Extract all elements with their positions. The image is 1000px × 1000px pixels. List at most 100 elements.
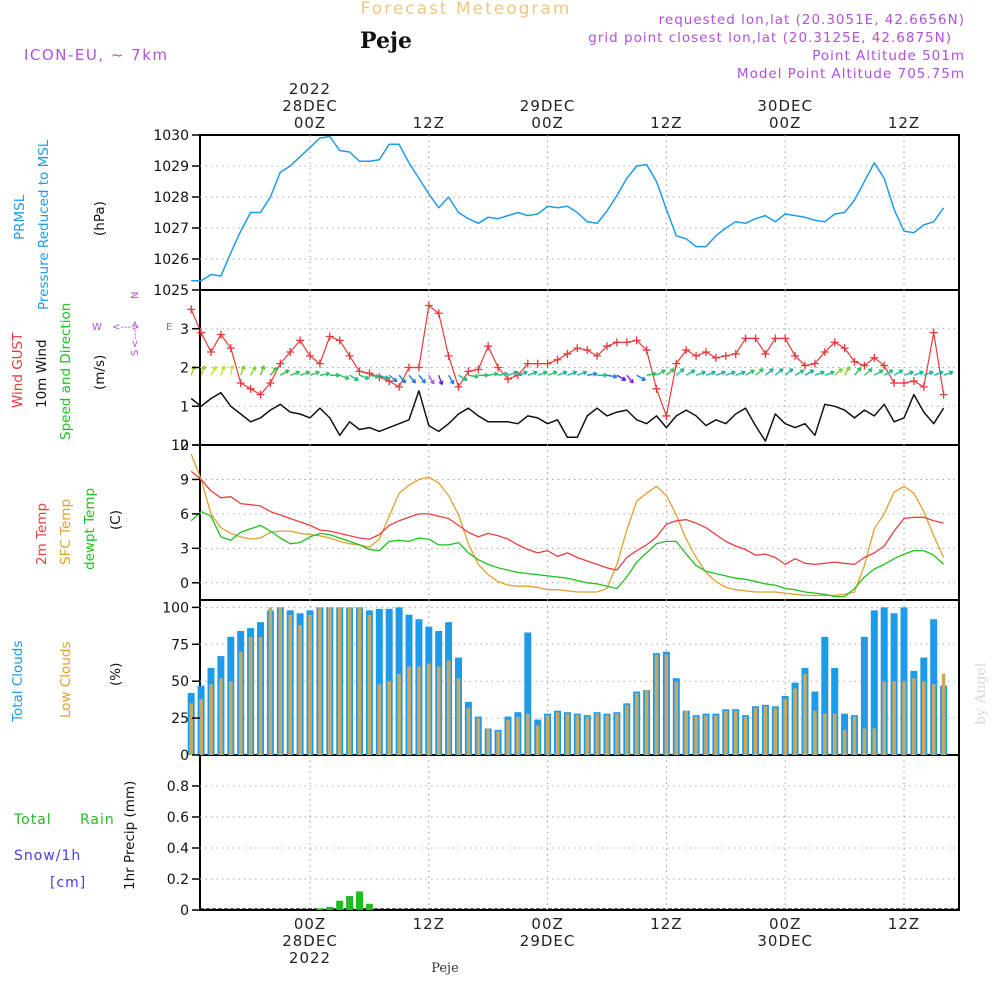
low-cloud-bar xyxy=(803,673,807,755)
gust-marker xyxy=(494,363,503,372)
wind-direction-arrow xyxy=(834,368,844,376)
gust-marker xyxy=(266,379,275,387)
wind-direction-arrow xyxy=(447,374,455,385)
low-cloud-bar xyxy=(387,681,391,755)
gust-marker xyxy=(612,338,621,347)
temperature-panel xyxy=(199,444,960,601)
low-cloud-bar xyxy=(664,654,669,755)
total-clouds-label: Total Clouds xyxy=(10,641,26,723)
gust-marker xyxy=(939,390,948,399)
ytick-label-clouds: 50 xyxy=(171,674,189,690)
wind-direction-arrow xyxy=(784,368,794,376)
low-cloud-bar xyxy=(506,719,510,755)
low-cloud-bar xyxy=(793,688,797,755)
low-cloud-bar xyxy=(684,710,688,755)
rain-bar xyxy=(316,908,324,910)
wind-direction-arrow xyxy=(913,370,924,376)
wind-direction-arrow xyxy=(200,365,206,376)
wind-direction-arrow xyxy=(626,374,634,384)
bottom-tick-label: 2022 xyxy=(289,949,331,967)
dewpt-label: dewpt Temp xyxy=(82,488,98,570)
gust-marker xyxy=(226,344,235,353)
low-cloud-bar xyxy=(823,713,827,755)
wind-direction-arrow xyxy=(814,370,825,376)
low-cloud-bar xyxy=(565,713,570,755)
wind-direction-arrow xyxy=(794,369,805,376)
total-cloud-bar xyxy=(375,608,383,755)
wind-direction-arrow xyxy=(873,369,884,376)
wind-direction-arrow xyxy=(408,374,417,384)
gust-marker xyxy=(345,351,354,360)
wind-direction-arrow xyxy=(398,374,407,384)
total-cloud-bar xyxy=(821,636,829,755)
low-cloud-bar xyxy=(674,681,679,755)
bottom-tick-label: 00Z xyxy=(769,915,801,933)
total-cloud-bar xyxy=(524,632,532,755)
wind-direction-arrow xyxy=(725,370,736,376)
low-cloud-bar xyxy=(743,716,748,755)
low-cloud-bar xyxy=(436,666,441,755)
model-altitude: Model Point Altitude 705.75m xyxy=(737,66,965,82)
wind-direction-arrow xyxy=(359,374,370,380)
wind-direction-arrow xyxy=(715,370,726,376)
ytick-label-clouds: 75 xyxy=(171,637,189,653)
low-cloud-bar xyxy=(763,706,768,755)
low-cloud-bar xyxy=(615,713,619,755)
gust-marker xyxy=(622,338,631,347)
low-cloud-bar xyxy=(397,673,401,755)
low-cloud-bar xyxy=(842,729,847,755)
gust-marker xyxy=(880,361,889,370)
top-tick-label: 00Z xyxy=(531,114,563,132)
sfc-temp-line xyxy=(190,453,945,597)
prmsl-label: PRMSL xyxy=(12,194,28,240)
gust-marker xyxy=(919,382,928,391)
model-label: ICON-EU, ~ 7km xyxy=(24,46,169,64)
wind-direction-arrow xyxy=(567,370,578,376)
gust-marker xyxy=(731,349,740,358)
low-cloud-bar xyxy=(931,684,936,755)
wind-speed-line xyxy=(190,390,945,442)
wind-direction-arrow xyxy=(240,365,246,376)
wind-direction-arrow xyxy=(349,374,359,381)
gust-marker xyxy=(682,346,691,355)
gust-marker xyxy=(830,338,839,347)
low-cloud-bar xyxy=(912,678,916,755)
wind-direction-arrow xyxy=(210,365,217,376)
gust-marker xyxy=(791,351,800,360)
low-cloud-bar xyxy=(248,636,253,755)
ytick-label-clouds: 100 xyxy=(162,600,189,616)
low-cloud-bar xyxy=(268,607,273,755)
bottom-tick-label: 12Z xyxy=(650,915,682,933)
precip-unit-label: 1hr Precip (mm) xyxy=(122,781,138,890)
ytick-label-temperature: 3 xyxy=(180,541,189,557)
wind-direction-arrow xyxy=(299,370,311,376)
ytick-label-pressure: 1028 xyxy=(153,190,189,206)
gust-marker xyxy=(315,359,324,368)
low-cloud-bar xyxy=(654,654,659,755)
top-tick-label: 12Z xyxy=(650,114,682,132)
low-cloud-bar xyxy=(298,625,302,755)
bottom-tick-label: 00Z xyxy=(294,915,326,933)
gust-marker xyxy=(296,336,305,345)
requested-coords: requested lon,lat (20.3051E, 42.6656N) xyxy=(659,12,965,28)
rain-bar xyxy=(326,906,334,910)
wind-direction-arrow xyxy=(705,370,716,376)
precip-rain-label: Rain xyxy=(80,812,115,828)
low-cloud-bar xyxy=(258,636,263,755)
low-cloud-bar xyxy=(308,614,312,755)
compass-ns-arrow: <---> xyxy=(130,320,141,348)
gust-marker xyxy=(652,384,661,393)
low-cloud-bar xyxy=(427,663,431,755)
low-cloud-bar xyxy=(694,716,698,755)
low-cloud-bar xyxy=(783,698,787,755)
low-cloud-bar xyxy=(892,681,896,755)
location-title: Peje xyxy=(360,28,412,54)
gust-marker xyxy=(434,309,443,318)
gust-marker xyxy=(761,349,770,358)
wind-direction-arrow xyxy=(745,369,755,376)
wind-direction-arrow xyxy=(587,371,598,377)
credit-watermark: by Angel xyxy=(973,662,989,725)
sfc-temp-label: SFC Temp xyxy=(58,499,74,565)
wind-direction-arrow xyxy=(933,370,944,376)
compass-north: N xyxy=(130,292,141,299)
